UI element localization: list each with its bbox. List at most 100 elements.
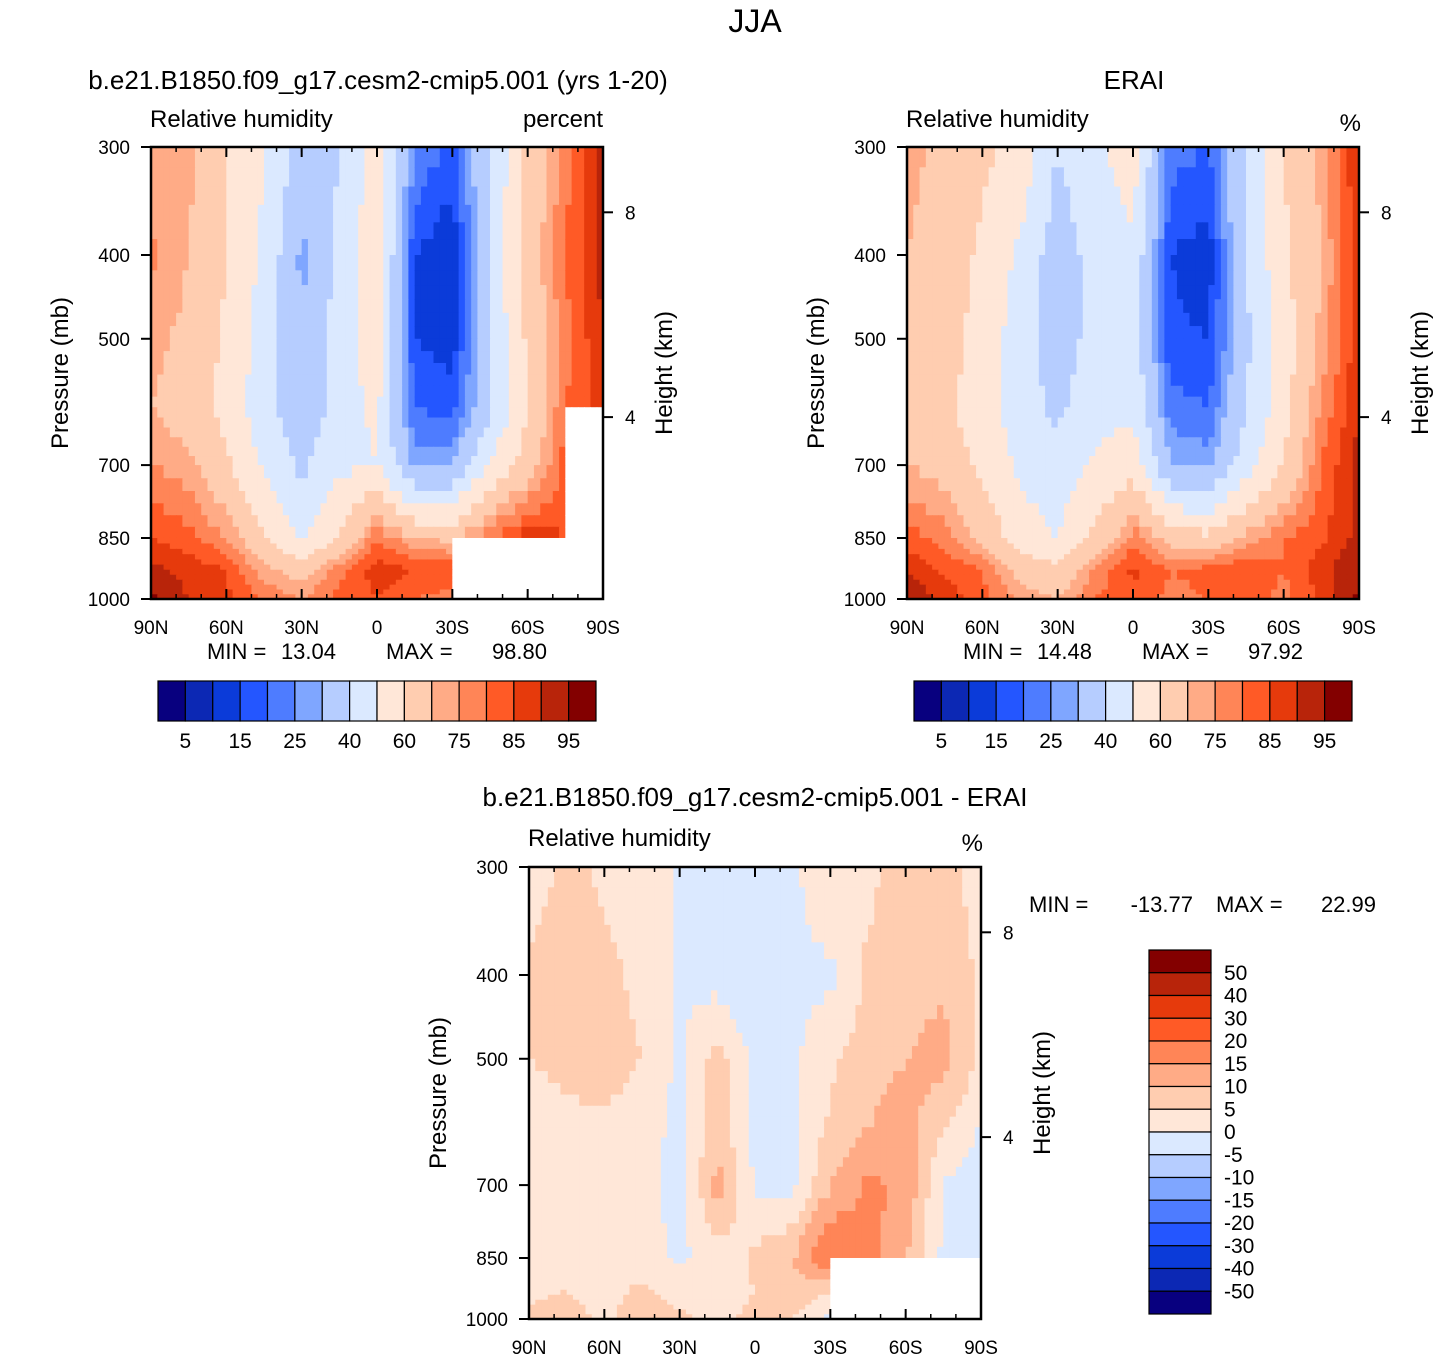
heatmap-cell xyxy=(289,428,296,438)
heatmap-cell xyxy=(176,222,183,239)
heatmap-cell xyxy=(1328,407,1335,418)
heatmap-cell xyxy=(308,428,315,438)
heatmap-cell xyxy=(233,339,240,352)
heatmap-cell xyxy=(1001,167,1008,187)
heatmap-cell xyxy=(540,491,547,504)
heatmap-cell xyxy=(951,397,958,408)
heatmap-cell xyxy=(1014,515,1021,527)
heatmap-cell xyxy=(182,478,189,491)
heatmap-cell xyxy=(1315,418,1322,429)
heatmap-cell xyxy=(1215,205,1222,223)
heatmap-cell xyxy=(302,147,309,168)
heatmap-cell xyxy=(189,570,196,576)
heatmap-cell xyxy=(484,285,491,300)
heatmap-cell xyxy=(358,313,365,327)
heatmap-cell xyxy=(534,285,541,300)
heatmap-cell xyxy=(584,339,591,352)
heatmap-cell xyxy=(1051,326,1058,339)
heatmap-cell xyxy=(1051,239,1058,256)
heatmap-cell xyxy=(1039,456,1046,466)
heatmap-cell xyxy=(1227,375,1234,387)
heatmap-cell xyxy=(208,456,215,466)
heatmap-cell xyxy=(1334,147,1341,168)
heatmap-cell xyxy=(1164,339,1171,352)
heatmap-cell xyxy=(314,447,321,457)
heatmap-cell xyxy=(938,239,945,256)
heatmap-cell xyxy=(371,559,378,565)
heatmap-cell xyxy=(976,478,983,491)
heatmap-cell xyxy=(503,397,510,408)
heatmap-cell xyxy=(427,363,434,375)
heatmap-cell xyxy=(352,543,359,549)
heatmap-cell xyxy=(1284,407,1291,418)
heatmap-cell xyxy=(1102,285,1109,300)
heatmap-cell xyxy=(471,326,478,339)
heatmap-cell xyxy=(1290,285,1297,300)
heatmap-cell xyxy=(390,299,397,313)
heatmap-cell xyxy=(1070,285,1077,300)
heatmap-cell xyxy=(465,205,472,223)
heatmap-cell xyxy=(565,313,572,327)
heatmap-cell xyxy=(1070,255,1077,271)
heatmap-cell xyxy=(277,456,284,466)
heatmap-cell xyxy=(226,515,233,527)
heatmap-cell xyxy=(547,205,554,223)
heatmap-cell xyxy=(383,559,390,565)
heatmap-cell xyxy=(465,585,472,590)
heatmap-cell xyxy=(964,447,971,457)
heatmap-cell xyxy=(540,270,547,285)
heatmap-cell xyxy=(314,239,321,256)
heatmap-cell xyxy=(1177,255,1184,271)
heatmap-cell xyxy=(314,570,321,576)
heatmap-cell xyxy=(926,428,933,438)
heatmap-cell xyxy=(415,418,422,429)
heatmap-cell xyxy=(277,527,284,539)
heatmap-cell xyxy=(302,239,309,256)
heatmap-cell xyxy=(415,339,422,352)
heatmap-cell xyxy=(264,270,271,285)
heatmap-cell xyxy=(421,575,428,581)
heatmap-cell xyxy=(1039,397,1046,408)
heatmap-cell xyxy=(295,527,302,539)
heatmap-cell xyxy=(1045,313,1052,327)
model-panel: b.e21.B1850.f09_g17.cesm2-cmip5.001 (yrs… xyxy=(47,65,678,753)
heatmap-cell xyxy=(1058,456,1065,466)
heatmap-cell xyxy=(1290,167,1297,187)
heatmap-cell xyxy=(1058,407,1065,418)
heatmap-cell xyxy=(1334,167,1341,187)
heatmap-cell xyxy=(283,187,290,206)
heatmap-cell xyxy=(421,313,428,327)
heatmap-cell xyxy=(434,538,441,544)
colorbar-swatch xyxy=(459,681,486,721)
heatmap-cell xyxy=(352,585,359,590)
heatmap-cell xyxy=(1271,339,1278,352)
heatmap-cell xyxy=(590,585,597,590)
heatmap-cell xyxy=(1240,299,1247,313)
heatmap-cell xyxy=(459,407,466,418)
heatmap-cell xyxy=(1051,407,1058,418)
heatmap-cell xyxy=(157,285,164,300)
heatmap-cell xyxy=(572,456,579,466)
heatmap-cell xyxy=(314,515,321,527)
heatmap-cell xyxy=(308,515,315,527)
heatmap-cell xyxy=(277,187,284,206)
heatmap-cell xyxy=(176,285,183,300)
heatmap-cell xyxy=(1064,187,1071,206)
heatmap-cell xyxy=(308,590,315,595)
heatmap-cell xyxy=(1120,326,1127,339)
heatmap-cell xyxy=(534,437,541,447)
colorbar-swatch xyxy=(268,681,295,721)
heatmap-cell xyxy=(503,205,510,223)
heatmap-cell xyxy=(590,397,597,408)
y-tick-label: 500 xyxy=(98,330,130,351)
heatmap-cell xyxy=(1190,456,1197,466)
heatmap-cell xyxy=(1271,397,1278,408)
heatmap-cell xyxy=(346,478,353,491)
heatmap-cell xyxy=(427,407,434,418)
heatmap-cell xyxy=(377,543,384,549)
heatmap-cell xyxy=(1334,313,1341,327)
heatmap-cell xyxy=(214,503,221,516)
heatmap-cell xyxy=(1340,167,1347,187)
heatmap-cell xyxy=(182,590,189,595)
heatmap-cell xyxy=(1133,187,1140,206)
